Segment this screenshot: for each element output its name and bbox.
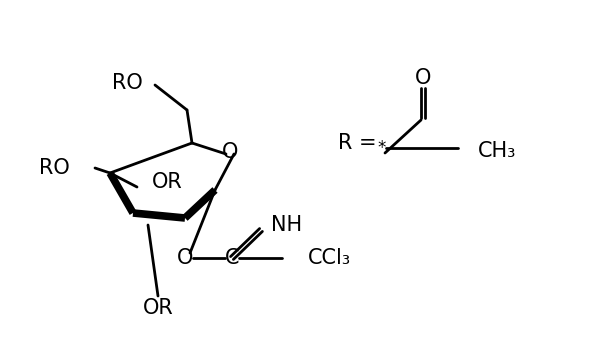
Text: R =: R =	[338, 133, 377, 153]
Text: CCl₃: CCl₃	[308, 248, 351, 268]
Text: C: C	[225, 248, 239, 268]
Text: OR: OR	[143, 298, 173, 318]
Text: NH: NH	[271, 215, 302, 235]
Text: CH₃: CH₃	[478, 141, 516, 161]
Text: O: O	[222, 142, 238, 162]
Text: O: O	[177, 248, 193, 268]
Text: OR: OR	[152, 172, 183, 192]
Text: RO: RO	[112, 73, 143, 93]
Text: *: *	[378, 139, 386, 157]
Text: O: O	[415, 68, 431, 88]
Text: RO: RO	[40, 158, 70, 178]
